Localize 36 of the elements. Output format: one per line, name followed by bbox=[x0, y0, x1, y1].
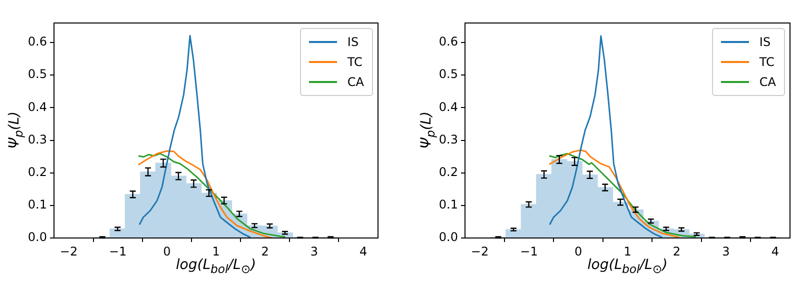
x-tick-label: 2 bbox=[672, 244, 681, 258]
y-tick-label: 0.5 bbox=[438, 67, 458, 82]
x-tick-label: −1 bbox=[108, 244, 127, 258]
y-tick-label: 0.1 bbox=[438, 198, 458, 212]
y-tick-label: 0.3 bbox=[28, 132, 47, 146]
x-axis-title: log(L$_{bol}$/L$_{⊙}$) bbox=[586, 257, 669, 276]
x-tick-label: 0 bbox=[163, 244, 171, 258]
y-tick-label: 0.4 bbox=[438, 100, 458, 114]
y-tick-label: 0.6 bbox=[28, 34, 47, 49]
x-tick-label: 1 bbox=[624, 244, 632, 258]
x-tick-label: 3 bbox=[722, 244, 730, 258]
x-tick-label: 4 bbox=[771, 244, 780, 258]
x-tick-label: −2 bbox=[470, 244, 489, 258]
y-tick-label: 0.1 bbox=[28, 198, 47, 212]
y-tick-label: 0.2 bbox=[438, 164, 458, 179]
legend-label: CA bbox=[759, 75, 776, 89]
legend-label: TC bbox=[347, 55, 362, 69]
x-tick-label: 0 bbox=[574, 244, 582, 258]
y-tick-label: 0.0 bbox=[438, 230, 458, 244]
x-tick-label: −1 bbox=[520, 244, 538, 258]
x-axis-title: log(L$_{bol}$/L$_{⊙}$) bbox=[174, 257, 258, 276]
legend-label: IS bbox=[759, 35, 771, 49]
legend-label: IS bbox=[347, 35, 359, 49]
legend-label: CA bbox=[347, 75, 364, 89]
x-tick-label: 1 bbox=[212, 244, 220, 258]
x-tick-label: −2 bbox=[60, 244, 78, 258]
y-tick-label: 0.4 bbox=[28, 100, 47, 114]
y-tick-label: 0.6 bbox=[438, 34, 458, 49]
legend-label: TC bbox=[759, 55, 774, 69]
y-tick-label: 0.2 bbox=[28, 164, 47, 179]
y-tick-label: 0.0 bbox=[28, 230, 47, 244]
y-tick-label: 0.3 bbox=[438, 132, 458, 146]
x-tick-label: 3 bbox=[310, 244, 318, 258]
y-tick-label: 0.5 bbox=[28, 67, 47, 82]
x-tick-label: 2 bbox=[261, 244, 269, 258]
x-tick-label: 4 bbox=[359, 244, 368, 258]
